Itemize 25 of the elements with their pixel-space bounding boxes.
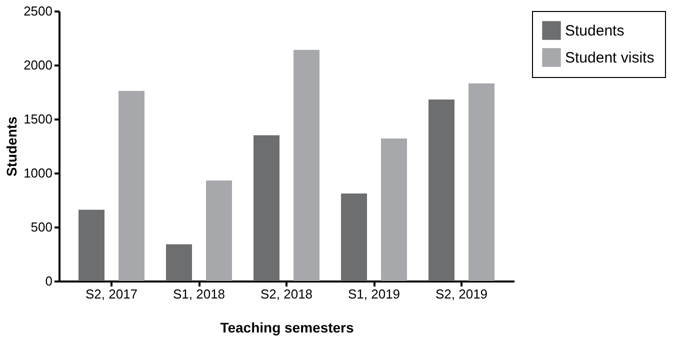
bar xyxy=(294,50,320,281)
y-tick-label: 2000 xyxy=(24,58,52,72)
legend-label: Student visits xyxy=(565,50,654,66)
bar xyxy=(341,194,367,281)
y-tick-label: 0 xyxy=(45,274,52,288)
y-tick-label: 2500 xyxy=(24,4,52,18)
x-axis-title: Teaching semesters xyxy=(220,320,354,336)
bar xyxy=(206,180,232,281)
bar xyxy=(78,210,104,281)
bar xyxy=(381,138,407,281)
y-axis-title: Students xyxy=(4,116,20,176)
bar xyxy=(166,244,192,281)
bar xyxy=(118,90,144,281)
y-tick-label: 500 xyxy=(30,220,52,234)
x-tick-label: S2, 2017 xyxy=(85,286,138,302)
x-tick-label: S1, 2018 xyxy=(172,286,226,302)
x-tick-label: S1, 2019 xyxy=(348,286,400,302)
y-tick-label: 1500 xyxy=(24,112,52,126)
bar xyxy=(428,100,454,281)
bar xyxy=(254,135,280,281)
bar xyxy=(468,83,494,281)
legend-label: Students xyxy=(565,22,624,40)
x-tick-label: S2, 2019 xyxy=(435,286,488,302)
y-tick-label: 1000 xyxy=(24,166,52,180)
x-tick-label: S2, 2018 xyxy=(260,286,313,302)
